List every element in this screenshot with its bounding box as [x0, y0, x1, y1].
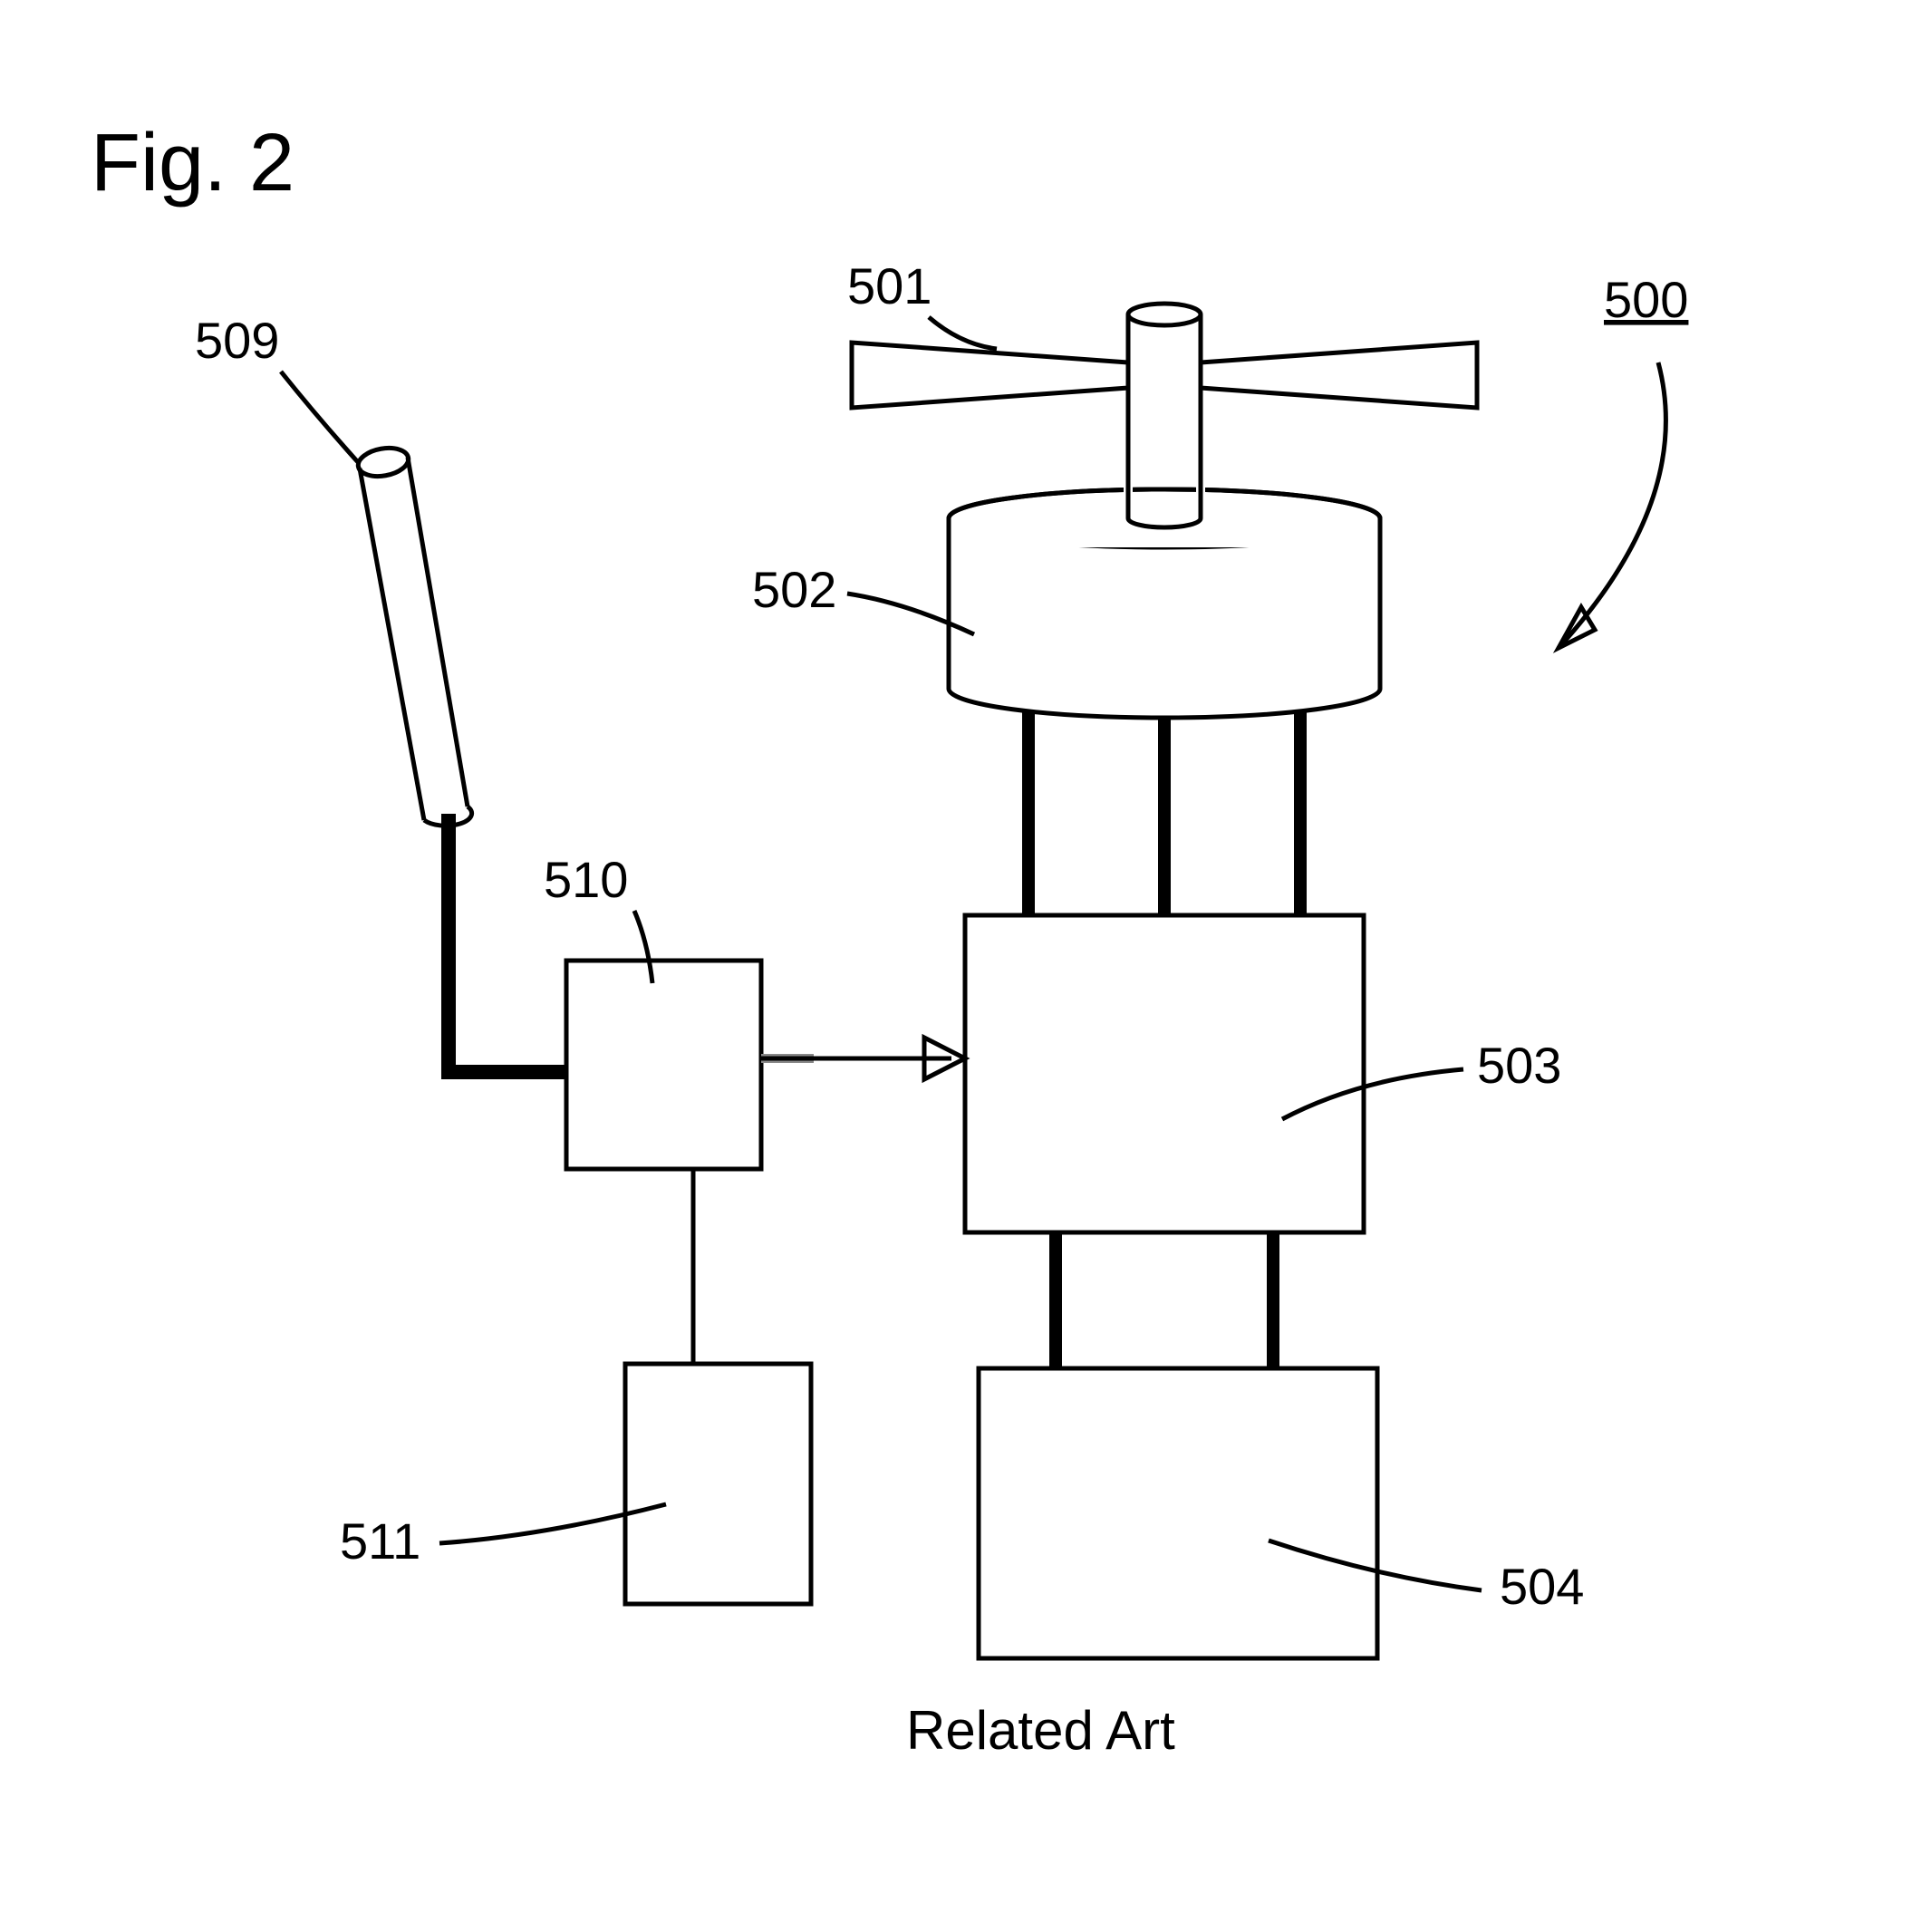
system-label: 500 [1604, 271, 1688, 328]
label-509: 509 [195, 312, 279, 369]
label-511: 511 [340, 1512, 420, 1570]
block-503 [965, 915, 1364, 1232]
blade-left [852, 343, 1128, 408]
label-510: 510 [544, 851, 628, 908]
leader-510 [634, 911, 652, 983]
diagram-svg: Fig. 2 500 501 502 503 504 Related Art [0, 0, 1921, 1932]
caption: Related Art [906, 1700, 1175, 1761]
cylinder-mask [949, 518, 1380, 547]
antenna-top [356, 444, 410, 479]
leader-511 [439, 1504, 666, 1543]
label-503: 503 [1477, 1037, 1561, 1094]
leader-509 [281, 372, 358, 462]
leader-501 [929, 317, 997, 349]
cylinder-bottom-arc [949, 689, 1380, 718]
figure-title: Fig. 2 [91, 118, 294, 208]
system-arrow [1559, 362, 1665, 648]
block-510 [566, 961, 761, 1169]
block-511 [625, 1364, 811, 1604]
antenna-right [408, 458, 468, 807]
shaft-top [1128, 304, 1201, 325]
antenna-left [360, 469, 424, 820]
blade-right [1201, 343, 1477, 408]
label-504: 504 [1500, 1558, 1584, 1615]
label-502: 502 [752, 561, 836, 618]
leader-503 [1282, 1069, 1463, 1119]
leader-502 [847, 594, 974, 634]
block-504 [979, 1368, 1377, 1658]
label-501: 501 [847, 257, 932, 314]
